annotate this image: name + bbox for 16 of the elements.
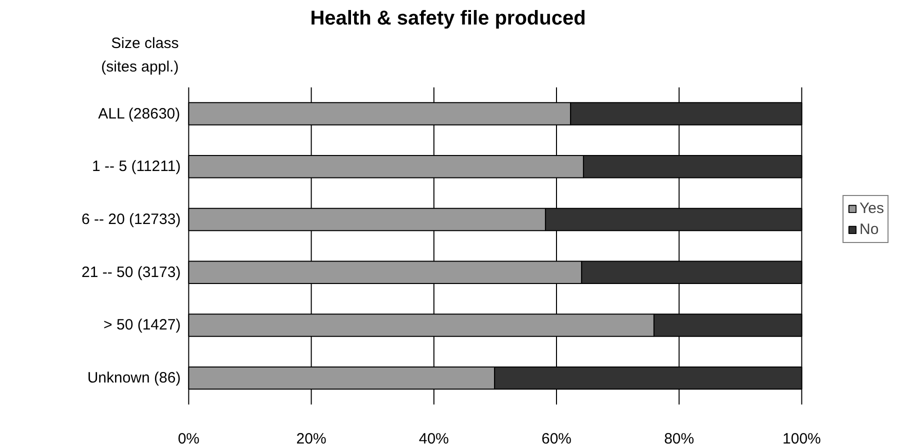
x-tick-label: 40% — [418, 430, 449, 448]
legend-label: No — [860, 221, 880, 238]
x-tick-label: 100% — [782, 430, 821, 448]
y-tick-label: > 50 (1427) — [104, 316, 181, 334]
y-tick-label: 21 -- 50 (3173) — [81, 264, 181, 281]
legend-label: Yes — [860, 200, 884, 217]
chart-title: Health & safety file produced — [310, 8, 586, 30]
y-tick-label: ALL (28630) — [98, 105, 180, 122]
x-tick-label: 80% — [664, 430, 694, 448]
x-tick-label: 0% — [178, 430, 200, 448]
y-tick-label: 1 -- 5 (11211) — [92, 158, 181, 176]
y-tick-label: Unknown (86) — [87, 370, 181, 387]
y-tick-label: 6 -- 20 (12733) — [81, 211, 181, 228]
y-axis-title: Size class (sites appl.) — [101, 34, 179, 76]
x-tick-label: 60% — [541, 430, 572, 448]
x-tick-label: 20% — [296, 430, 326, 448]
